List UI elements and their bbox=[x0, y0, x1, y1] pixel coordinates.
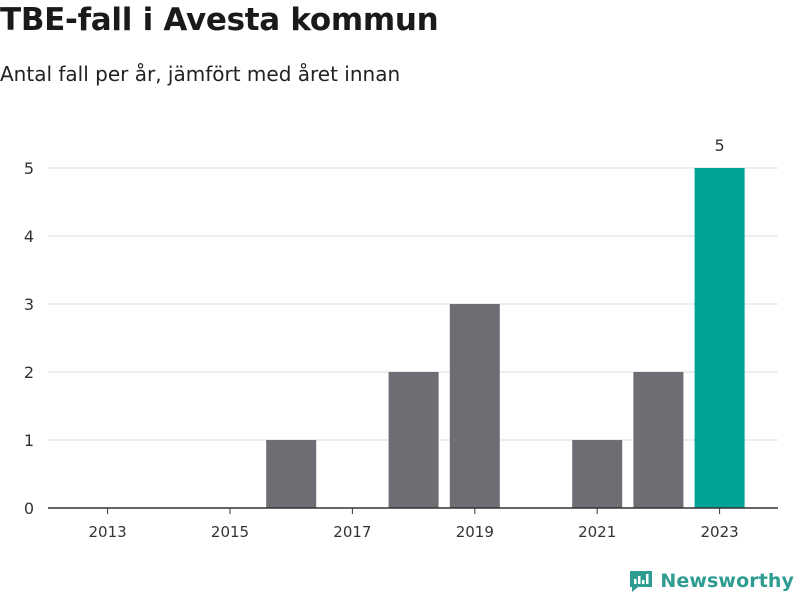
x-axis-ticks: 2013 2015 2017 2019 2021 2023 bbox=[89, 508, 739, 541]
y-tick-label: 0 bbox=[24, 499, 34, 518]
bar-2016 bbox=[266, 440, 317, 508]
chart-subtitle: Antal fall per år, jämfört med året inna… bbox=[0, 62, 401, 86]
data-labels: 5 bbox=[715, 136, 725, 155]
x-tick-label: 2021 bbox=[578, 523, 616, 541]
bars bbox=[266, 168, 745, 508]
y-tick-label: 3 bbox=[24, 295, 34, 314]
x-tick-label: 2019 bbox=[456, 523, 494, 541]
bar-2018 bbox=[388, 372, 439, 508]
bar-2022 bbox=[633, 372, 684, 508]
y-tick-label: 2 bbox=[24, 363, 34, 382]
chart-title: TBE-fall i Avesta kommun bbox=[0, 2, 439, 38]
bar-2023 bbox=[694, 168, 745, 508]
logo-text: Newsworthy bbox=[660, 570, 794, 592]
y-axis-ticks: 0 1 2 3 4 5 bbox=[24, 159, 34, 518]
y-tick-label: 5 bbox=[24, 159, 34, 178]
newsworthy-logo-icon bbox=[630, 571, 653, 592]
data-label: 5 bbox=[715, 136, 725, 155]
bar-2019 bbox=[449, 304, 500, 508]
x-tick-label: 2017 bbox=[333, 523, 371, 541]
newsworthy-logo: Newsworthy bbox=[628, 568, 794, 594]
x-tick-label: 2023 bbox=[701, 523, 739, 541]
x-tick-label: 2015 bbox=[211, 523, 249, 541]
y-tick-label: 4 bbox=[24, 227, 34, 246]
x-tick-label: 2013 bbox=[89, 523, 127, 541]
bar-2021 bbox=[572, 440, 623, 508]
y-tick-label: 1 bbox=[24, 431, 34, 450]
